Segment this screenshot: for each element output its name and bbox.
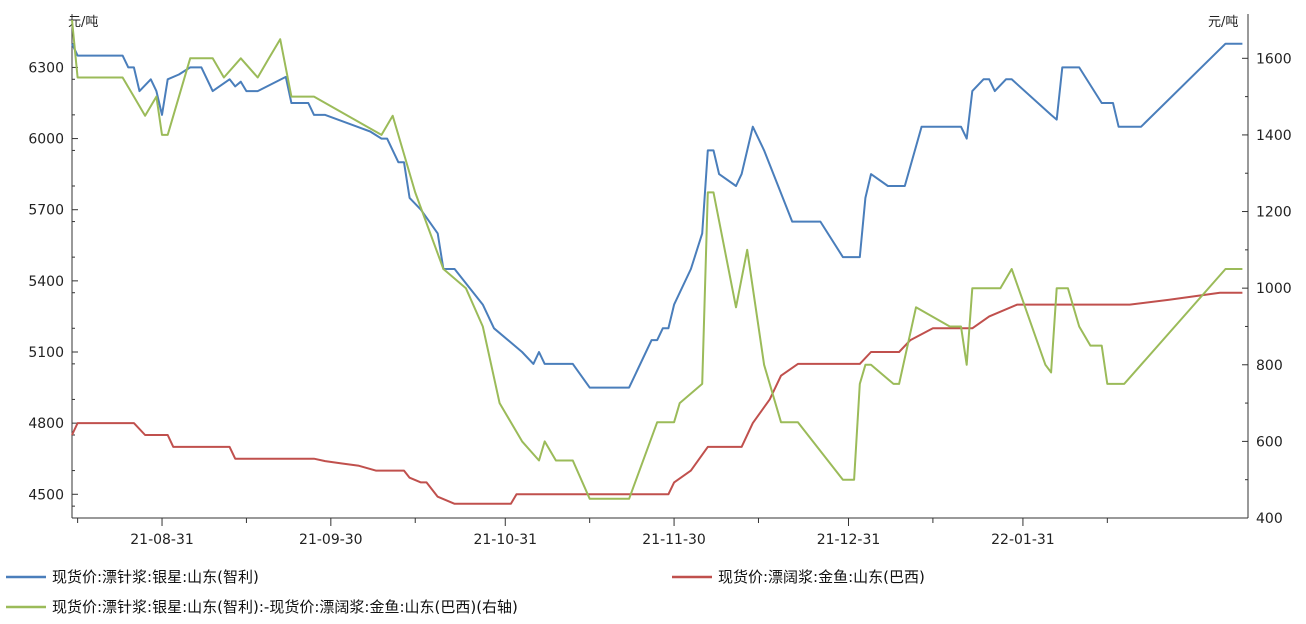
right-tick-label: 400 — [1256, 511, 1283, 527]
left-tick-label: 4800 — [28, 416, 64, 432]
x-tick-label: 21-11-30 — [642, 532, 706, 548]
right-axis-unit: 元/吨 — [1208, 15, 1238, 30]
x-tick-label: 21-12-31 — [817, 532, 881, 548]
series-line-2 — [71, 291, 1243, 505]
right-tick-label: 1000 — [1256, 281, 1292, 297]
right-tick-label: 1400 — [1256, 128, 1292, 144]
left-axis-unit: 元/吨 — [68, 15, 98, 30]
right-tick-label: 800 — [1256, 358, 1283, 374]
left-tick-label: 5100 — [28, 345, 64, 361]
legend-label-2: 现货价:漂阔浆:金鱼:山东(巴西) — [718, 568, 925, 586]
legend-label-3: 现货价:漂针浆:银星:山东(智利):-现货价:漂阔浆:金鱼:山东(巴西)(右轴) — [52, 598, 518, 616]
right-tick-label: 1600 — [1256, 51, 1292, 67]
legend: 现货价:漂针浆:银星:山东(智利) 现货价:漂阔浆:金鱼:山东(巴西) 现货价:漂针… — [6, 568, 925, 616]
left-tick-label: 6000 — [28, 132, 64, 148]
left-tick-label: 6300 — [28, 60, 64, 76]
series-lines — [71, 19, 1243, 505]
left-tick-label: 5700 — [28, 203, 64, 219]
left-tick-label: 5400 — [28, 274, 64, 290]
x-tick-label: 21-08-31 — [130, 532, 194, 548]
x-tick-label: 21-10-31 — [473, 532, 537, 548]
series-line-3 — [71, 19, 1243, 500]
legend-label-1: 现货价:漂针浆:银星:山东(智利) — [52, 568, 259, 586]
x-tick-label: 21-09-30 — [299, 532, 363, 548]
left-tick-label: 4500 — [28, 487, 64, 503]
right-tick-label: 1200 — [1256, 205, 1292, 221]
x-tick-label: 22-01-31 — [991, 532, 1055, 548]
right-tick-label: 600 — [1256, 434, 1283, 450]
series-line-1 — [71, 42, 1243, 389]
axes: 元/吨 元/吨 4500 4800 5100 5400 5700 6000 6300 400 600… — [28, 14, 1292, 548]
